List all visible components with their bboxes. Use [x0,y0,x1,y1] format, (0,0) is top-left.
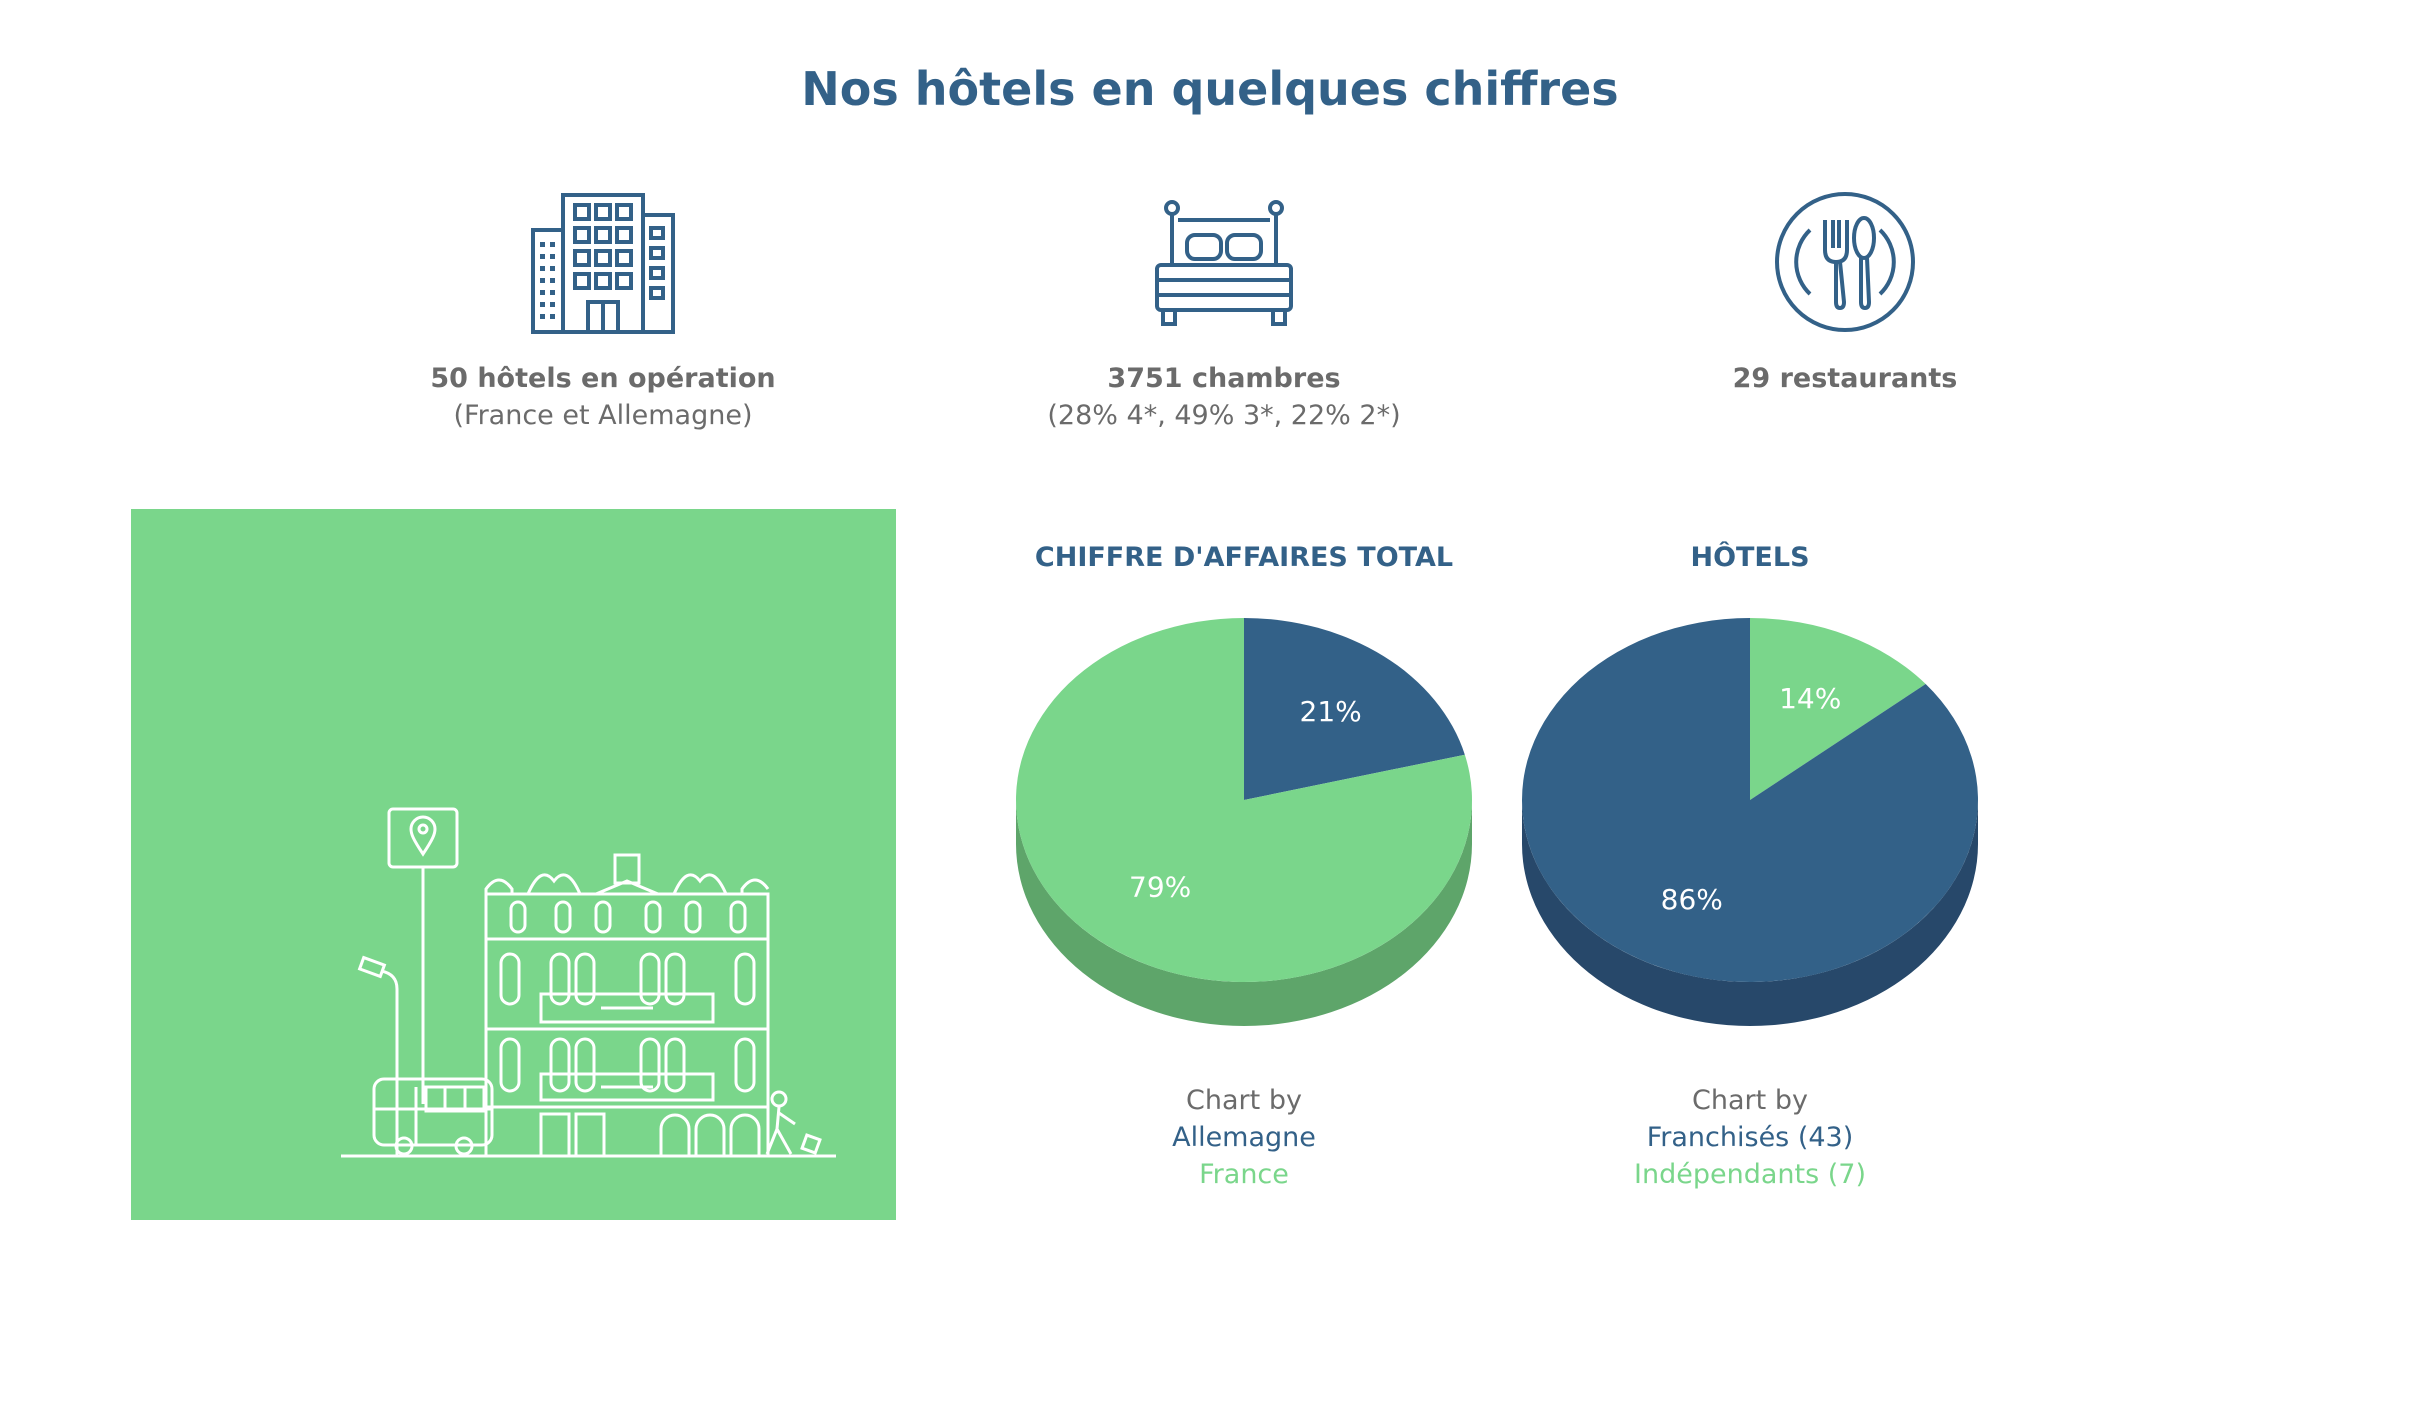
stat-hotels: 50 hôtels en opération (France et Allema… [293,190,913,431]
chart-2-slice-1 [1522,618,1978,982]
chart-1-slice-label-1: 79% [1129,870,1191,903]
chart-1-revenue-pie: 21% 79% [1016,618,1472,1026]
chart-1-slice-label-0: 21% [1300,695,1362,728]
hotel-illustration [131,509,896,1220]
chart-2-title: HÔTELS [1690,542,1810,573]
chart-1-legend: Chart by Allemagne France [994,1085,1494,1190]
chart-2-legend-title: Chart by [1692,1085,1808,1116]
restaurant-icon [1775,192,1915,332]
chart-1-legend-france: France [1199,1159,1289,1190]
page-title: Nos hôtels en quelques chiffres [801,62,1619,116]
chart-1-slice-1 [1016,618,1472,982]
chart-1-slice-side-1 [1016,800,1472,1026]
chart-2-legend-franchises: Franchisés (43) [1646,1122,1854,1153]
bed-icon [1155,200,1293,326]
chart-2-slice-label-1: 86% [1661,883,1723,916]
chart-2-legend: Chart by Franchisés (43) Indépendants (7… [1500,1085,2000,1190]
chart-2-legend-independants: Indépendants (7) [1634,1159,1866,1190]
stat-rooms-value: 3751 chambres [1107,363,1341,394]
building-icon [531,193,675,334]
chart-2-slice-label-0: 14% [1779,682,1841,715]
chart-1-legend-allemagne: Allemagne [1172,1122,1316,1153]
stat-rooms: 3751 chambres (28% 4*, 49% 3*, 22% 2*) [914,190,1534,431]
chart-2-hotels-pie: 14% 86% [1522,618,1978,1026]
stat-hotels-detail: (France et Allemagne) [453,400,753,431]
stat-rooms-detail: (28% 4*, 49% 3*, 22% 2*) [1047,400,1401,431]
hotel-street-illustration [341,807,836,1158]
chart-2-slice-0 [1750,618,1926,800]
stat-restaurants-value: 29 restaurants [1732,363,1958,394]
chart-1-slice-0 [1244,618,1465,800]
chart-1-legend-title: Chart by [1186,1085,1302,1116]
stat-restaurants: 29 restaurants [1535,190,2155,394]
stat-hotels-value: 50 hôtels en opération [430,363,776,394]
chart-2-slice-side-1 [1522,800,1978,1026]
chart-1-title: CHIFFRE D'AFFAIRES TOTAL [1034,542,1454,573]
